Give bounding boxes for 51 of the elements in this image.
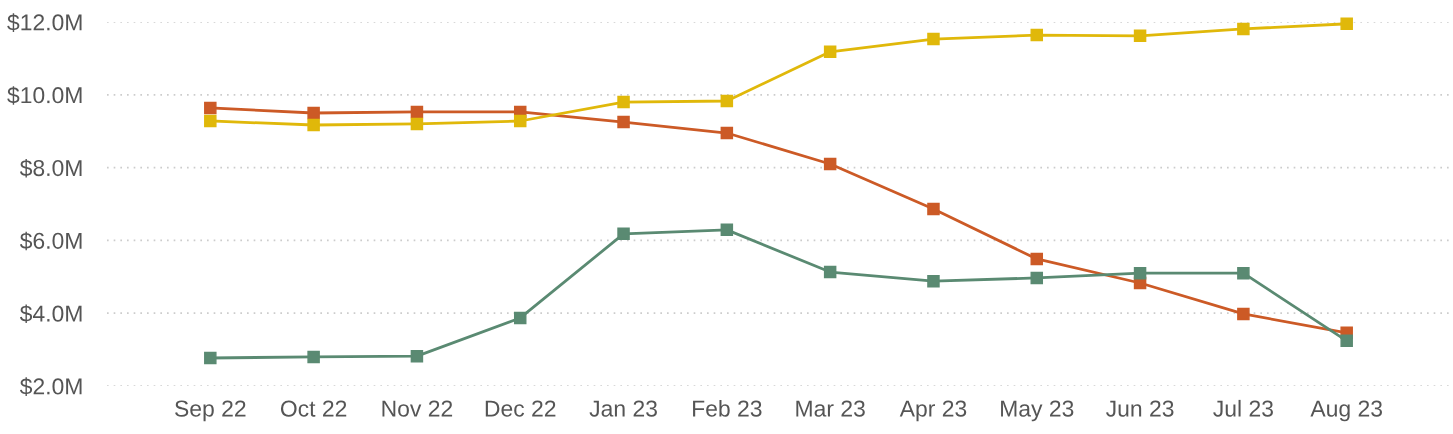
x-tick-label: Aug 23 xyxy=(1310,400,1382,422)
x-tick-label: Nov 22 xyxy=(382,400,453,417)
y-tick-label: $12.0M xyxy=(7,13,82,32)
point xyxy=(617,95,630,109)
point xyxy=(307,118,320,132)
x-tick-label: Dec 22 xyxy=(485,400,556,417)
point xyxy=(1237,307,1250,321)
point xyxy=(1340,17,1353,31)
point xyxy=(307,350,320,364)
y-tick-label: $4.0M xyxy=(19,304,82,324)
point xyxy=(720,94,734,108)
x-tick-label: Jan 23 xyxy=(589,400,657,417)
point xyxy=(513,114,527,128)
x-tick-label: Mar 23 xyxy=(796,400,865,417)
x-tick-label: Sep 22 xyxy=(175,400,246,422)
point xyxy=(307,106,320,120)
point xyxy=(1237,22,1250,36)
point xyxy=(1340,334,1353,348)
point xyxy=(617,115,630,129)
point xyxy=(410,105,424,119)
point xyxy=(1030,271,1044,285)
y-tick-label: $2.0M xyxy=(19,377,82,396)
point xyxy=(927,32,940,46)
point xyxy=(1133,29,1147,43)
point xyxy=(927,202,940,216)
point xyxy=(720,126,734,140)
point xyxy=(720,223,734,237)
point xyxy=(823,45,837,59)
y-tick-label: $8.0M xyxy=(19,158,82,178)
point xyxy=(204,351,217,365)
point xyxy=(927,274,940,288)
point xyxy=(410,117,424,131)
point xyxy=(1237,266,1250,280)
point xyxy=(513,311,527,325)
x-tick-label: Apr 23 xyxy=(899,400,967,422)
x-tick-label: Feb 23 xyxy=(693,399,762,417)
point xyxy=(204,101,217,115)
point xyxy=(204,114,217,128)
point xyxy=(1030,252,1044,266)
point xyxy=(1030,28,1044,42)
x-tick-label: Jul 23 xyxy=(1213,399,1273,417)
point xyxy=(410,349,424,363)
y-tick-label: $10.0M xyxy=(7,86,82,105)
point xyxy=(617,227,630,241)
point xyxy=(823,157,837,171)
x-tick-label: May 23 xyxy=(1001,400,1074,422)
y-tick-label: $6.0M xyxy=(19,231,82,251)
x-tick-label: Oct 22 xyxy=(280,400,347,417)
point xyxy=(823,265,837,279)
point xyxy=(1133,266,1147,280)
x-tick-label: Jun 23 xyxy=(1106,400,1174,417)
